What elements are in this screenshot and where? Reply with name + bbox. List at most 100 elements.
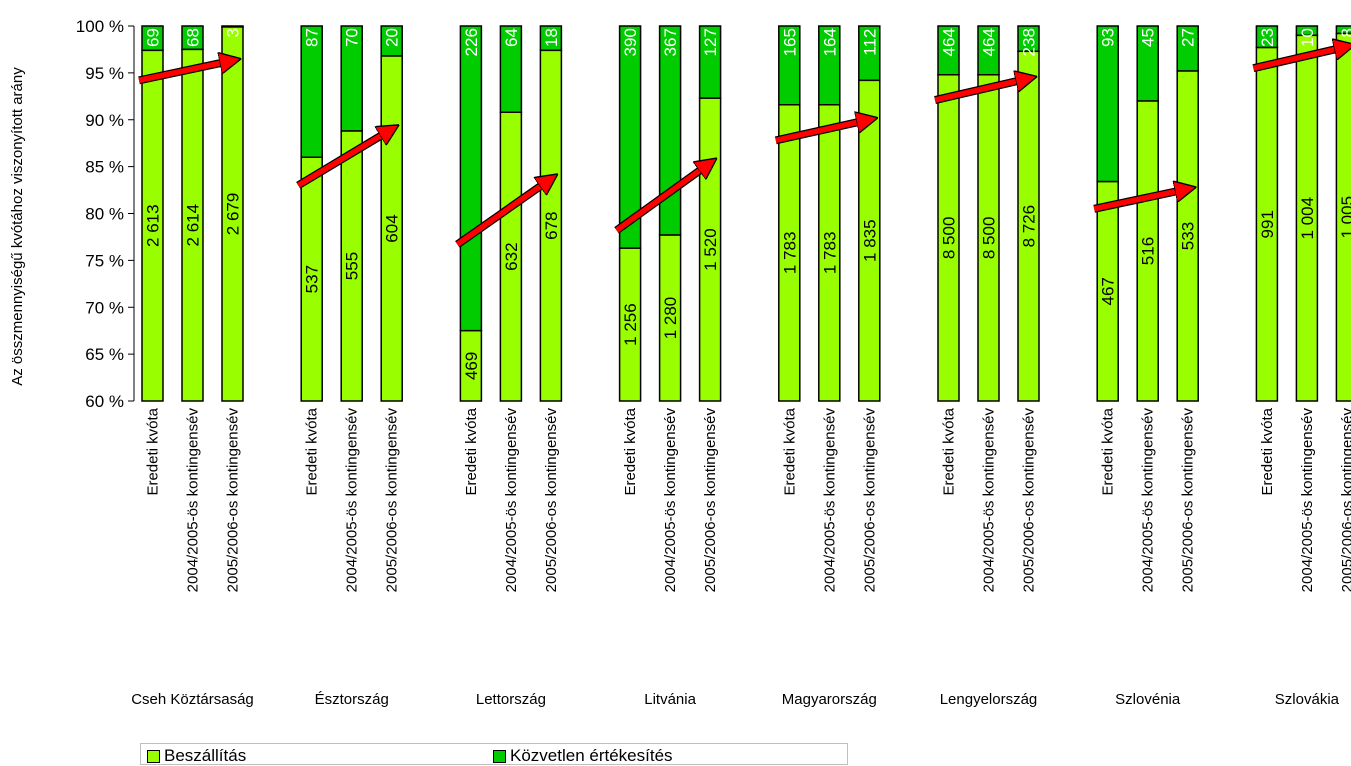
bar-category-label: Eredeti kvóta: [781, 407, 798, 495]
data-label-kozvetlen: 45: [1139, 28, 1158, 47]
bar-beszallitas: [141, 49, 164, 402]
data-label-kozvetlen: 20: [383, 28, 402, 47]
bar-beszallitas: [618, 247, 642, 402]
y-tick-label: 60 %: [85, 392, 124, 411]
bar-category-label: Eredeti kvóta: [304, 407, 321, 495]
y-tick-label: 80 %: [85, 205, 124, 224]
data-label-kozvetlen: 112: [860, 29, 879, 56]
data-label-kozvetlen: 64: [502, 28, 521, 47]
data-label-beszallitas: 1 256: [621, 303, 640, 346]
bar-category-label: 2005/2006-os kontingensév: [225, 408, 242, 593]
y-tick-label: 95 %: [85, 64, 124, 83]
data-label-kozvetlen: 69: [144, 28, 163, 47]
data-label-beszallitas: 632: [502, 242, 521, 270]
data-label-beszallitas: 991: [1258, 210, 1277, 238]
data-label-kozvetlen: 367: [661, 28, 680, 56]
country-label: Cseh Köztársaság: [131, 691, 254, 708]
data-label-kozvetlen: 464: [940, 28, 959, 56]
bar-category-label: 2005/2006-os kontingensév: [543, 408, 560, 593]
y-tick-label: 75 %: [85, 251, 124, 270]
data-label-beszallitas: 537: [303, 265, 322, 293]
country-label: Szlovénia: [1115, 691, 1181, 708]
y-tick-label: 70 %: [85, 298, 124, 317]
bar-category-label: 2005/2006-os kontingensév: [384, 408, 401, 593]
bar-beszallitas: [778, 104, 801, 402]
y-axis-title: Az összmennyiségű kvótához viszonyított …: [9, 67, 26, 386]
y-tick-label: 85 %: [85, 158, 124, 177]
data-label-kozvetlen: 18: [542, 28, 561, 47]
bar-category-label: 2005/2006-os kontingensév: [702, 408, 719, 593]
data-label-beszallitas: 469: [462, 352, 481, 380]
bar-beszallitas: [340, 130, 363, 402]
country-label: Észtország: [315, 691, 389, 708]
legend: Beszállítás Közvetlen értékesítés: [140, 743, 848, 765]
bar-beszallitas: [858, 79, 881, 402]
bar-category-label: Eredeti kvóta: [1259, 407, 1276, 495]
data-label-beszallitas: 555: [343, 252, 362, 280]
bar-beszallitas: [1335, 32, 1351, 402]
data-label-kozvetlen: 464: [980, 28, 999, 56]
bar-beszallitas: [1017, 50, 1040, 402]
bar-beszallitas: [1295, 34, 1319, 402]
y-tick-label: 90 %: [85, 111, 124, 130]
data-label-beszallitas: 467: [1099, 277, 1118, 305]
data-label-kozvetlen: 226: [462, 28, 481, 56]
data-label-kozvetlen: 165: [780, 28, 799, 56]
data-label-kozvetlen: 93: [1099, 28, 1118, 47]
data-label-kozvetlen: 70: [343, 28, 362, 47]
country-label: Szlovákia: [1275, 691, 1340, 708]
bar-beszallitas: [977, 74, 1000, 402]
bar-beszallitas: [539, 49, 563, 402]
legend-label-kozvetlen: Közvetlen értékesítés: [510, 746, 673, 765]
bar-category-label: Eredeti kvóta: [145, 407, 162, 495]
data-label-kozvetlen: 3: [224, 28, 243, 37]
trend-arrow: [296, 130, 390, 188]
data-label-kozvetlen: 127: [701, 28, 720, 56]
data-label-beszallitas: 1 835: [860, 219, 879, 262]
bar-category-label: Eredeti kvóta: [941, 407, 958, 495]
country-label: Magyarország: [782, 691, 877, 708]
trend-arrow: [614, 164, 709, 233]
trend-arrow: [1252, 47, 1345, 71]
country-label: Lengyelország: [940, 691, 1038, 708]
legend-swatch-beszallitas: [147, 749, 160, 763]
trend-arrow: [775, 120, 868, 144]
legend-item-kozvetlen: Közvetlen értékesítés: [493, 746, 673, 766]
bar-beszallitas: [1255, 46, 1279, 402]
data-label-beszallitas: 8 500: [980, 217, 999, 260]
data-label-kozvetlen: 87: [303, 28, 322, 47]
bar-category-label: 2005/2006-os kontingensév: [1180, 408, 1197, 593]
data-label-kozvetlen: 27: [1179, 28, 1198, 47]
data-label-beszallitas: 1 783: [820, 232, 839, 275]
trend-arrow: [1093, 189, 1186, 212]
data-label-beszallitas: 516: [1139, 237, 1158, 265]
data-label-beszallitas: 2 679: [224, 193, 243, 236]
trend-arrow: [138, 61, 231, 84]
data-label-beszallitas: 1 520: [701, 228, 720, 271]
bar-category-label: 2004/2005-ös kontingensév: [344, 408, 361, 593]
bar-category-label: Eredeti kvóta: [622, 407, 639, 495]
bar-beszallitas: [300, 156, 323, 402]
data-label-kozvetlen: 238: [1020, 28, 1039, 56]
bar-beszallitas: [818, 104, 841, 402]
bar-beszallitas: [937, 74, 960, 402]
data-label-beszallitas: 1 280: [661, 297, 680, 340]
bar-beszallitas: [221, 26, 244, 402]
bar-beszallitas: [459, 329, 483, 402]
bar-beszallitas: [1176, 70, 1199, 402]
country-label: Litvánia: [644, 691, 696, 708]
data-label-beszallitas: 2 614: [184, 204, 203, 247]
bar-category-label: 2004/2005-ös kontingensév: [1299, 408, 1316, 593]
bar-category-label: 2004/2005-ös kontingensév: [981, 408, 998, 593]
bar-category-label: Eredeti kvóta: [463, 407, 480, 495]
trend-arrow: [455, 180, 549, 247]
bar-category-label: 2004/2005-ös kontingensév: [1140, 408, 1157, 593]
bar-category-label: 2004/2005-ös kontingensév: [185, 408, 202, 593]
bar-category-label: 2005/2006-os kontingensév: [1339, 408, 1351, 593]
y-tick-label: 65 %: [85, 345, 124, 364]
data-label-beszallitas: 8 500: [940, 217, 959, 260]
legend-swatch-kozvetlen: [493, 749, 506, 763]
data-label-beszallitas: 2 613: [144, 204, 163, 247]
data-label-beszallitas: 8 726: [1020, 205, 1039, 248]
bar-kozvetlen: [1096, 25, 1119, 183]
